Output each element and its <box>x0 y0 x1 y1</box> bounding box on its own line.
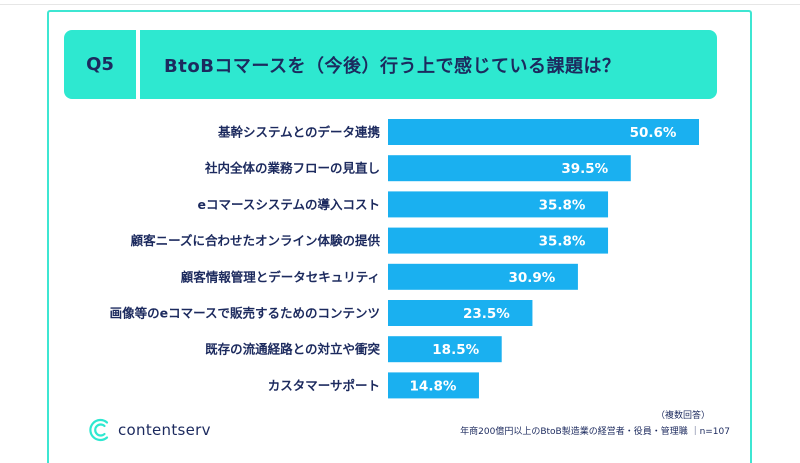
value-label-3: 35.8% <box>539 197 586 213</box>
contentserv-logo-icon <box>89 418 109 442</box>
question-title-box: BtoBコマースを（今後）行う上で感じている課題は？ <box>140 30 717 99</box>
bar-8 <box>388 372 479 399</box>
sample-note: 年商200億円以上のBtoB製造業の経営者・役員・管理職 ｜n=107 <box>460 427 730 437</box>
multiple-answer-note: （複数回答） <box>655 411 710 421</box>
category-label-8: カスタマーサポート <box>268 378 380 393</box>
question-number: Q5 <box>86 54 114 75</box>
value-label-5: 30.9% <box>508 270 555 286</box>
category-label-1: 基幹システムとのデータ連携 <box>217 125 381 140</box>
category-label-4: 顧客ニーズに合わせたオンライン体験の提供 <box>131 233 381 248</box>
category-label-6: 画像等のeコマースで販売するためのコンテンツ <box>110 306 380 321</box>
value-label-8: 14.8% <box>410 378 457 394</box>
brand-name: contentserv <box>118 421 211 439</box>
category-label-5: 顧客情報管理とデータセキュリティ <box>181 269 380 284</box>
value-label-6: 23.5% <box>463 306 510 322</box>
value-label-7: 18.5% <box>432 342 479 358</box>
question-title: BtoBコマースを（今後）行う上で感じている課題は？ <box>164 55 621 77</box>
top-divider <box>0 4 800 5</box>
category-label-3: eコマースシステムの導入コスト <box>198 197 380 212</box>
bar-3 <box>388 191 609 218</box>
value-label-4: 35.8% <box>539 234 586 250</box>
bar-5 <box>388 263 578 290</box>
bar-4 <box>388 227 609 254</box>
bar-6 <box>388 300 533 326</box>
question-number-badge: Q5 <box>64 30 136 99</box>
bar-7 <box>388 336 502 363</box>
value-label-2: 39.5% <box>561 161 608 177</box>
bar-1 <box>388 119 699 145</box>
bar-2 <box>388 155 631 182</box>
category-label-7: 既存の流通経路との対立や衝突 <box>205 342 380 357</box>
value-label-1: 50.6% <box>630 125 677 141</box>
category-label-2: 社内全体の業務フローの見直し <box>204 161 380 176</box>
brand-logo: contentserv <box>88 418 211 442</box>
